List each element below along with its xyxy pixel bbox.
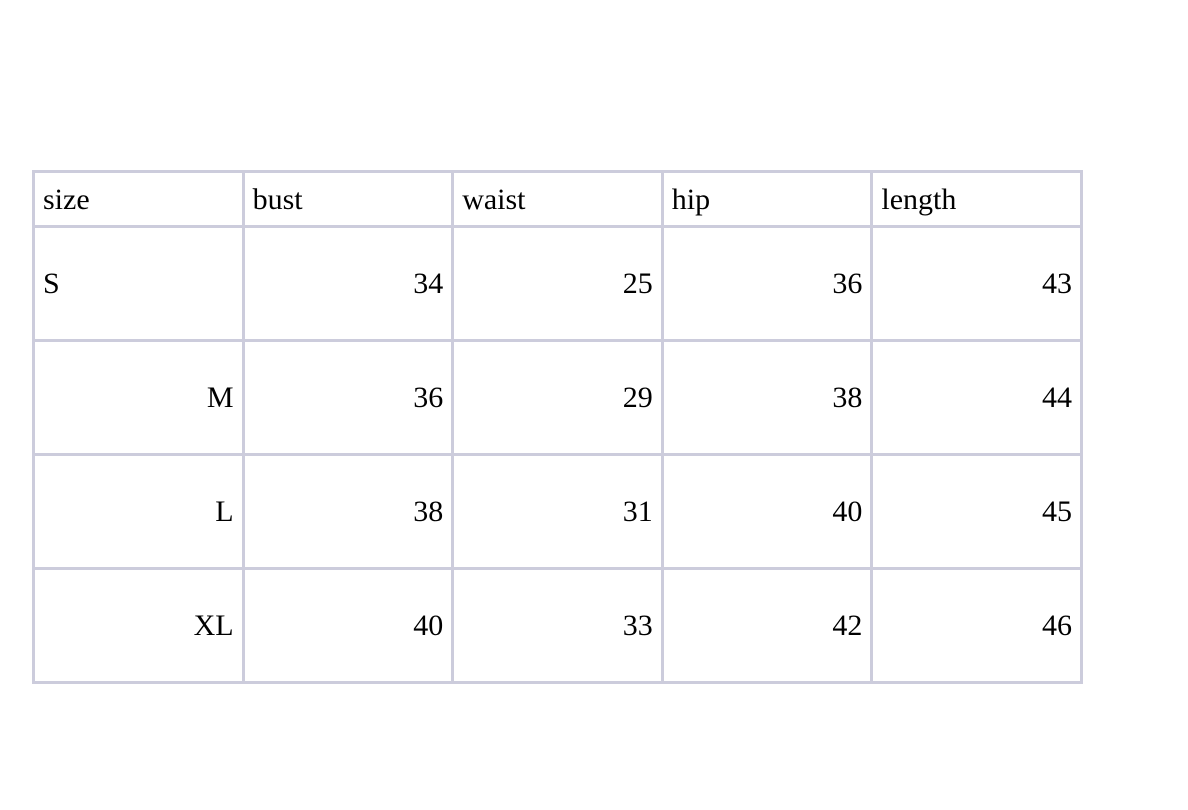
table-row: L 38 31 40 45 bbox=[32, 453, 1083, 570]
table-cell-length: 45 bbox=[870, 453, 1083, 570]
table-cell-waist: 29 bbox=[451, 339, 664, 456]
table-cell-hip: 40 bbox=[660, 453, 874, 570]
table-cell-waist: 31 bbox=[451, 453, 664, 570]
column-header-length[interactable]: length bbox=[870, 170, 1083, 228]
table-cell-bust: 36 bbox=[241, 339, 455, 456]
table-cell-bust: 38 bbox=[241, 453, 455, 570]
column-header-waist[interactable]: waist bbox=[451, 170, 664, 228]
table-row: S 34 25 36 43 bbox=[32, 225, 1083, 342]
table-row: XL 40 33 42 46 bbox=[32, 567, 1083, 684]
table-cell-waist: 33 bbox=[451, 567, 664, 684]
size-chart-container: size bust waist hip length S 34 25 36 43 M 36 29 38 4… bbox=[32, 170, 1083, 684]
table-cell-length: 43 bbox=[870, 225, 1083, 342]
table-cell-bust: 40 bbox=[241, 567, 455, 684]
table-cell-hip: 42 bbox=[660, 567, 874, 684]
table-cell-waist: 25 bbox=[451, 225, 664, 342]
table-header-row: size bust waist hip length bbox=[32, 170, 1083, 228]
table-cell-size: XL bbox=[32, 567, 245, 684]
table-cell-length: 44 bbox=[870, 339, 1083, 456]
column-header-hip[interactable]: hip bbox=[660, 170, 874, 228]
table-cell-length: 46 bbox=[870, 567, 1083, 684]
column-header-size[interactable]: size bbox=[32, 170, 245, 228]
table-cell-hip: 36 bbox=[660, 225, 874, 342]
table-cell-size: S bbox=[32, 225, 245, 342]
table-cell-hip: 38 bbox=[660, 339, 874, 456]
size-chart-table: size bust waist hip length S 34 25 36 43 M 36 29 38 4… bbox=[32, 170, 1083, 684]
table-body: S 34 25 36 43 M 36 29 38 44 L 38 31 40 45 XL 40 33 42 46 bbox=[32, 225, 1083, 684]
table-header: size bust waist hip length bbox=[32, 170, 1083, 228]
table-cell-size: M bbox=[32, 339, 245, 456]
table-row: M 36 29 38 44 bbox=[32, 339, 1083, 456]
column-header-bust[interactable]: bust bbox=[241, 170, 455, 228]
table-cell-size: L bbox=[32, 453, 245, 570]
table-cell-bust: 34 bbox=[241, 225, 455, 342]
